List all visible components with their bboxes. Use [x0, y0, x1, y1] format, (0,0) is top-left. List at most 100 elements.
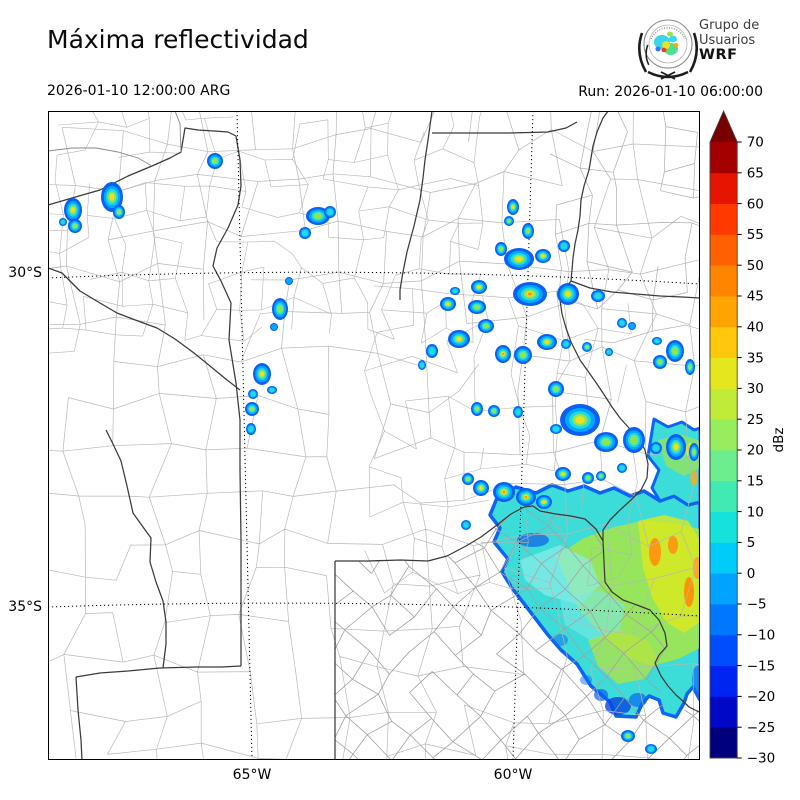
storm-cell: [507, 199, 519, 215]
colorbar-tick-label: 70: [747, 135, 764, 151]
storm-cell: [653, 355, 667, 369]
colorbar-segment: [710, 203, 738, 235]
storm-cell: [560, 404, 600, 436]
storm-cell: [324, 206, 336, 218]
colorbar-segment: [710, 450, 738, 482]
wrf-users-group-logo: Grupo de Usuarios WRF: [636, 12, 800, 82]
colorbar-tick-label: −10: [747, 628, 776, 644]
colorbar-tick-label: 30: [747, 381, 764, 397]
storm-cell: [207, 153, 223, 169]
storm-cell: [440, 297, 456, 311]
colorbar-segment: [710, 296, 738, 328]
storm-cell: [628, 322, 636, 330]
colorbar-tick-label: −20: [747, 689, 776, 705]
storm-cell: [495, 242, 507, 256]
storm-cell: [267, 386, 277, 394]
storm-cell: [548, 381, 564, 397]
colorbar-segment: [710, 326, 738, 358]
colorbar-tick-label: 0: [747, 566, 756, 582]
xtick-65W: 65°W: [232, 767, 272, 783]
storm-cell: [582, 342, 592, 352]
storm-cell: [448, 330, 470, 348]
storm-cell: [514, 346, 532, 364]
storm-cell: [666, 340, 684, 362]
colorbar: 7065605550454035302520151050−5−10−15−20−…: [709, 109, 787, 767]
storm-cell: [461, 520, 471, 530]
page-title: Máxima reflectividad: [47, 25, 309, 54]
ytick-30S: 30°S: [8, 265, 42, 281]
storm-cell: [285, 277, 293, 285]
storm-cell: [504, 248, 534, 270]
storm-cell: [426, 344, 438, 358]
reflectivity-cells: [59, 153, 699, 754]
colorbar-segment: [710, 542, 738, 574]
storm-cell: [101, 182, 123, 212]
colorbar-tick-label: 10: [747, 504, 764, 520]
storm-cell: [272, 298, 288, 320]
colorbar-segment: [710, 634, 738, 666]
storm-cell: [591, 290, 605, 302]
storm-cell: [248, 389, 258, 399]
storm-cell: [561, 339, 571, 349]
colorbar-segment: [710, 234, 738, 266]
logo-line-3: WRF: [699, 47, 738, 63]
colorbar-segment: [710, 172, 738, 204]
colorbar-segment: [710, 511, 738, 543]
colorbar-segment: [710, 480, 738, 512]
storm-cell: [450, 287, 460, 295]
colorbar-tick-label: 55: [747, 227, 764, 243]
run-time-label: Run: 2026-01-10 06:00:00: [578, 84, 763, 100]
storm-cell: [558, 240, 570, 252]
storm-cell: [253, 363, 271, 385]
storm-cell: [246, 423, 256, 435]
colorbar-tick-label: 65: [747, 166, 764, 182]
logo-line-2: Usuarios: [699, 32, 756, 48]
storm-cell: [488, 405, 500, 417]
colorbar-tick-label: 15: [747, 474, 764, 490]
colorbar-segment: [710, 573, 738, 605]
storm-cell: [513, 282, 547, 306]
storm-cell: [650, 442, 662, 454]
colorbar-segment: [710, 142, 738, 174]
colorbar-tick-label: −30: [747, 751, 776, 767]
storm-cell: [550, 424, 562, 434]
ytick-35S: 35°S: [8, 599, 42, 615]
logo-text: Grupo de Usuarios WRF: [699, 18, 760, 63]
storm-cell: [495, 345, 511, 363]
storm-cell: [594, 432, 618, 452]
colorbar-tick-label: 60: [747, 196, 764, 212]
storm-cell: [504, 216, 514, 226]
colorbar-segment: [710, 265, 738, 297]
colorbar-tick-label: −25: [747, 720, 776, 736]
storm-cell: [537, 334, 557, 350]
colorbar-segment: [710, 696, 738, 728]
valid-time-label: 2026-01-10 12:00:00 ARG: [47, 83, 231, 99]
xtick-60W: 60°W: [493, 767, 533, 783]
storm-cell: [685, 359, 695, 375]
storm-cell: [59, 218, 67, 226]
storm-cell: [418, 360, 426, 370]
colorbar-tick-label: 5: [747, 535, 756, 551]
colorbar-over-arrow: [710, 111, 738, 142]
storm-cell: [605, 348, 613, 356]
colorbar-tick-label: −5: [747, 597, 767, 613]
colorbar-segment: [710, 604, 738, 636]
storm-cell: [513, 406, 523, 418]
buenos-aires-grid: [335, 506, 700, 760]
storm-cell: [270, 323, 278, 331]
storm-cell: [473, 480, 489, 496]
storm-cell: [536, 495, 552, 509]
storm-cell: [516, 488, 536, 506]
department-boundaries: [48, 111, 700, 760]
storm-cell: [621, 730, 635, 742]
storm-cell: [299, 227, 311, 239]
storm-cell: [557, 283, 579, 305]
logo-line-1: Grupo de: [699, 18, 760, 33]
storm-cell: [555, 467, 571, 481]
storm-cell: [493, 482, 515, 502]
storm-cell: [522, 223, 534, 239]
colorbar-tick-label: 25: [747, 412, 764, 428]
wrf-logo-icon: [637, 19, 699, 80]
colorbar-segment: [710, 357, 738, 389]
storm-cell: [666, 434, 686, 460]
